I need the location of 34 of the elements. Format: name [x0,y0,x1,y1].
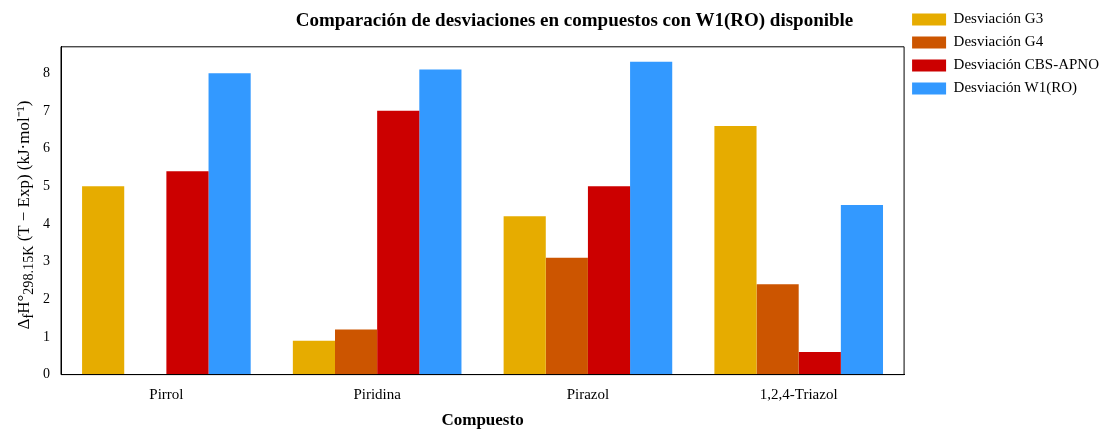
x-tick-label: 1,2,4-Triazol [759,385,838,402]
y-tick-label: 2 [43,290,50,306]
bar [82,186,125,375]
bar [335,329,378,375]
bar [714,125,757,375]
y-tick-label: 1 [43,328,50,344]
bar [798,351,841,375]
bar [208,73,251,375]
legend-label: Desviación G3 [953,10,1044,27]
bar [419,69,462,375]
chart-title: Comparación de desviaciones en compuestos con W1(RO) disponible [295,9,854,32]
y-tick-label: 3 [43,253,50,269]
bar [503,216,546,375]
bar [292,340,335,375]
x-tick-label: Piridina [353,385,402,402]
legend-label: Desviación CBS-APNO [953,56,1100,73]
y-tick-label: 4 [43,215,50,231]
bar [630,61,673,375]
x-tick-label: Pirazol [566,385,610,402]
y-tick-label: 8 [43,64,50,80]
bar [840,205,884,375]
y-tick-label: 5 [43,177,50,193]
legend-label: Desviación G4 [953,33,1044,50]
x-axis-title: Compuesto [441,410,524,430]
bar [166,171,209,375]
y-tick-label: 6 [43,140,50,156]
bar [377,110,420,375]
bar [587,186,631,375]
y-tick-label: 0 [43,366,50,382]
y-tick-label: 7 [43,102,50,118]
legend-label: Desviación W1(RO) [953,79,1078,97]
bar [545,257,588,375]
x-tick-label: Pirrol [149,385,184,402]
bar [756,284,799,375]
